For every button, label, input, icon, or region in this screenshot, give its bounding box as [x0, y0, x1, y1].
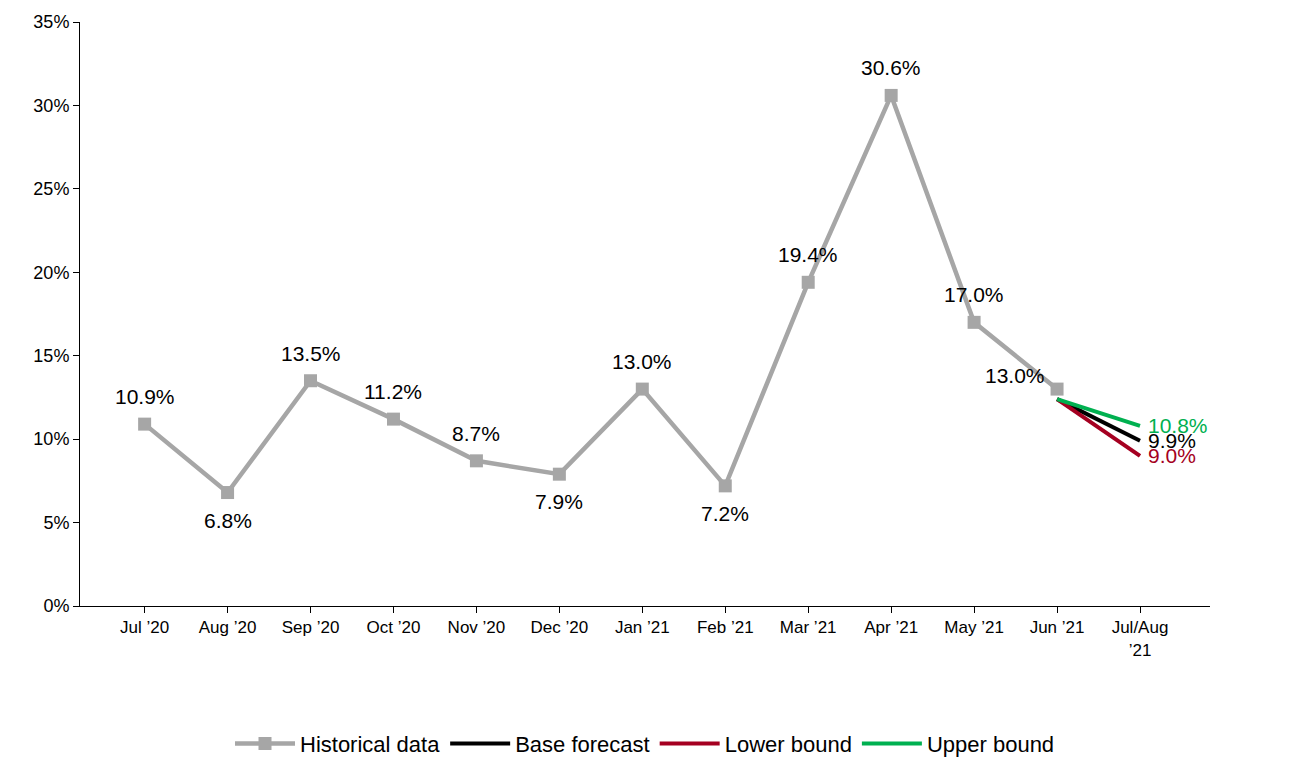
svg-text:Oct ’20: Oct ’20: [367, 618, 421, 637]
svg-text:11.2%: 11.2%: [364, 380, 422, 403]
svg-text:10%: 10%: [33, 429, 69, 449]
svg-text:7.2%: 7.2%: [701, 502, 749, 525]
svg-text:Nov ’20: Nov ’20: [448, 618, 506, 637]
svg-text:Jul/Aug’21: Jul/Aug’21: [1112, 618, 1169, 659]
svg-text:13.5%: 13.5%: [281, 342, 341, 365]
svg-text:Dec ’20: Dec ’20: [531, 618, 589, 637]
svg-text:8.7%: 8.7%: [452, 422, 500, 445]
svg-text:9.0%: 9.0%: [1148, 444, 1196, 467]
svg-text:Aug ’20: Aug ’20: [199, 618, 257, 637]
svg-text:15%: 15%: [33, 346, 69, 366]
svg-text:30.6%: 30.6%: [861, 56, 921, 79]
svg-text:Jul ’20: Jul ’20: [120, 618, 169, 637]
svg-text:13.0%: 13.0%: [985, 364, 1045, 387]
svg-text:6.8%: 6.8%: [204, 509, 252, 532]
svg-text:20%: 20%: [33, 263, 69, 283]
svg-text:Mar ’21: Mar ’21: [780, 618, 837, 637]
svg-text:9.9%: 9.9%: [1148, 429, 1196, 452]
svg-text:Lower bound: Lower bound: [725, 732, 852, 757]
svg-text:Historical data: Historical data: [300, 732, 440, 757]
svg-text:30%: 30%: [33, 96, 69, 116]
svg-text:Base forecast: Base forecast: [515, 732, 650, 757]
svg-text:10.8%: 10.8%: [1148, 414, 1208, 437]
svg-text:Apr ’21: Apr ’21: [864, 618, 918, 637]
svg-text:0%: 0%: [43, 596, 69, 616]
svg-text:Jun ’21: Jun ’21: [1030, 618, 1085, 637]
svg-text:13.0%: 13.0%: [612, 350, 672, 373]
svg-text:Upper bound: Upper bound: [927, 732, 1054, 757]
svg-text:25%: 25%: [33, 179, 69, 199]
svg-text:17.0%: 17.0%: [944, 283, 1004, 306]
svg-text:Feb ’21: Feb ’21: [697, 618, 754, 637]
svg-text:Sep ’20: Sep ’20: [282, 618, 340, 637]
svg-text:5%: 5%: [43, 513, 69, 533]
svg-text:Jan ’21: Jan ’21: [615, 618, 670, 637]
svg-text:7.9%: 7.9%: [535, 490, 583, 513]
svg-text:35%: 35%: [33, 12, 69, 32]
svg-text:19.4%: 19.4%: [778, 243, 838, 266]
svg-text:May ’21: May ’21: [944, 618, 1004, 637]
svg-text:10.9%: 10.9%: [115, 385, 175, 408]
